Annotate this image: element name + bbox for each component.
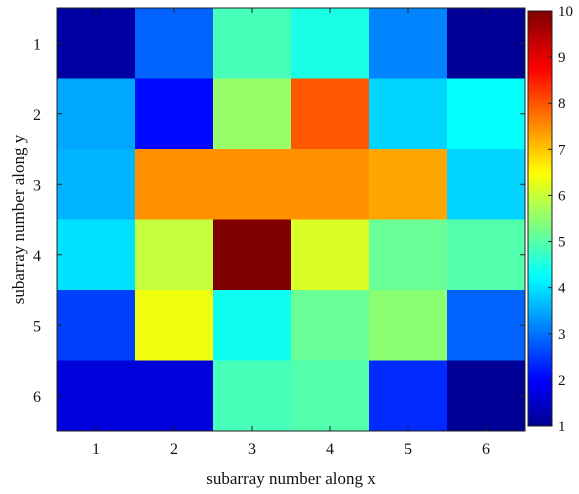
colorbar-tick-label: 9	[558, 50, 566, 66]
heatmap-cell	[291, 290, 370, 361]
colorbar-tick-label: 3	[558, 327, 566, 343]
colorbar-tick-label: 1	[558, 419, 566, 435]
heatmap-cell	[57, 219, 136, 291]
x-tick-label: 3	[248, 441, 256, 458]
heatmap-cell	[291, 149, 370, 220]
heatmap-cell	[291, 360, 370, 432]
heatmap-cell	[291, 8, 370, 79]
heatmap-cell	[57, 290, 136, 361]
colorbar-tick-label: 5	[558, 235, 566, 251]
y-tick-label: 6	[33, 389, 41, 406]
axis-ticks	[57, 8, 525, 431]
y-tick-label: 1	[33, 36, 41, 53]
heatmap-cell	[213, 149, 292, 220]
heatmap-cell	[135, 8, 214, 79]
heatmap-cell	[291, 219, 370, 291]
heatmap-cell	[369, 219, 448, 291]
heatmap-cell	[135, 149, 214, 220]
colorbar-tick-label: 2	[558, 373, 566, 389]
heatmap-cell	[447, 219, 526, 291]
x-tick-label: 1	[92, 441, 100, 458]
x-tick-label: 4	[326, 441, 334, 458]
tick-labels: 1 2 3 4 5 6 1 2 3 4 5 6	[33, 36, 490, 458]
colorbar-tick-label: 6	[558, 188, 566, 204]
heatmap-cell	[447, 8, 526, 79]
heatmap-cell	[369, 78, 448, 150]
y-tick-label: 4	[33, 248, 41, 265]
x-tick-label: 6	[482, 441, 490, 458]
heatmap-cell	[57, 8, 136, 79]
heatmap-cell	[447, 78, 526, 150]
heatmap-cell	[447, 149, 526, 220]
y-axis-title: subarray number along y	[9, 134, 28, 304]
heatmap-cells	[57, 8, 526, 432]
heatmap-cell	[213, 8, 292, 79]
colorbar-tick-label: 8	[558, 96, 566, 112]
x-tick-label: 5	[404, 441, 412, 458]
x-axis-title: subarray number along x	[206, 469, 376, 488]
heatmap-cell	[135, 78, 214, 150]
heatmap-cell	[213, 219, 292, 291]
heatmap-cell	[447, 360, 526, 432]
y-tick-label: 3	[33, 177, 41, 194]
plot-frame	[56, 7, 526, 432]
colorbar-ticks: 1 2 3 4 5 6 7 8 9 10	[548, 4, 573, 435]
heatmap-cell	[369, 290, 448, 361]
colorbar-tick-label: 7	[558, 142, 566, 158]
colorbar-tick-label: 10	[558, 4, 573, 20]
heatmap-cell	[135, 219, 214, 291]
heatmap-cell	[57, 149, 136, 220]
heatmap-cell	[57, 360, 136, 432]
colorbar-tick-label: 4	[558, 281, 566, 297]
heatmap-cell	[213, 290, 292, 361]
heatmap-cell	[447, 290, 526, 361]
heatmap-cell	[213, 78, 292, 150]
heatmap-cell	[291, 78, 370, 150]
heatmap-cell	[57, 78, 136, 150]
heatmap-cell	[135, 290, 214, 361]
heatmap-cell	[369, 360, 448, 432]
y-tick-label: 5	[33, 318, 41, 335]
heatmap-cell	[135, 360, 214, 432]
x-tick-label: 2	[170, 441, 178, 458]
heatmap-cell	[369, 149, 448, 220]
heatmap-cell	[213, 360, 292, 432]
heatmap-cell	[369, 8, 448, 79]
y-tick-label: 2	[33, 107, 41, 124]
colorbar	[527, 10, 553, 427]
